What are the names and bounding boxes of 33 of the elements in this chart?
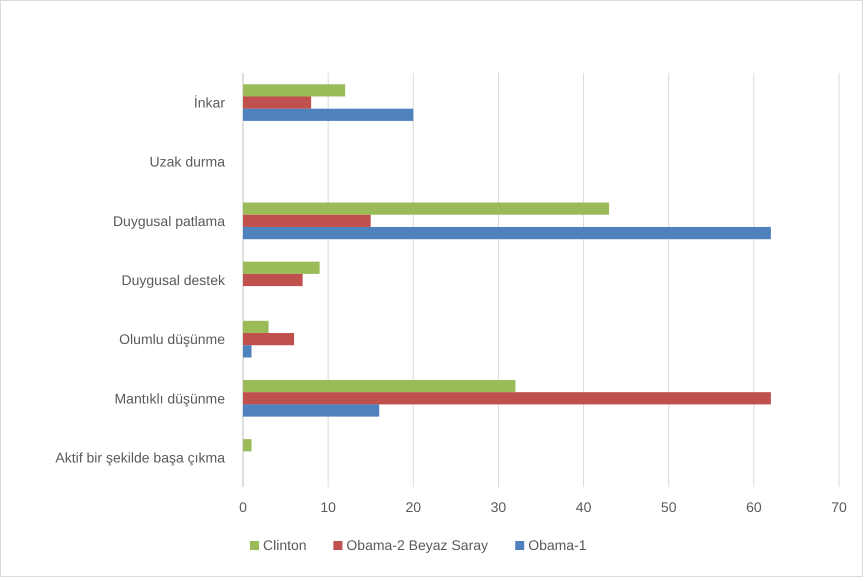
y-tick-label: Duygusal destek xyxy=(121,272,226,288)
x-tick-label: 0 xyxy=(239,499,248,515)
x-tick-label: 30 xyxy=(490,499,506,515)
bar xyxy=(243,333,294,346)
bar xyxy=(243,96,312,109)
y-tick-label: Olumlu düşünme xyxy=(119,331,226,348)
legend-label: Obama-1 xyxy=(528,537,587,553)
bar xyxy=(243,262,320,274)
x-tick-label: 60 xyxy=(746,499,762,515)
bar xyxy=(243,345,252,358)
x-tick-label: 10 xyxy=(320,499,336,515)
bar xyxy=(243,108,414,121)
bar xyxy=(243,274,303,286)
legend-label: Obama-2 Beyaz Saray xyxy=(346,537,488,553)
x-tick-label: 40 xyxy=(576,499,592,515)
x-tick-label: 20 xyxy=(405,499,422,515)
y-tick-label: Aktif bir şekilde başa çıkma xyxy=(55,449,226,466)
legend-label: Clinton xyxy=(263,537,307,553)
y-tick-label: İnkar xyxy=(194,94,226,111)
bar xyxy=(243,226,771,240)
bar xyxy=(243,380,516,392)
bar xyxy=(243,320,269,334)
x-tick-label: 70 xyxy=(831,499,847,515)
bar xyxy=(243,202,610,215)
bar xyxy=(243,84,346,96)
bar xyxy=(243,214,371,227)
y-tick-label: Uzak durma xyxy=(150,154,226,170)
y-tick-label: Mantıklı düşünme xyxy=(114,390,226,406)
bar xyxy=(243,392,771,404)
x-tick-label: 50 xyxy=(660,499,677,515)
bar xyxy=(243,439,252,452)
bar xyxy=(243,404,380,417)
y-tick-label: Duygusal patlama xyxy=(112,212,226,229)
